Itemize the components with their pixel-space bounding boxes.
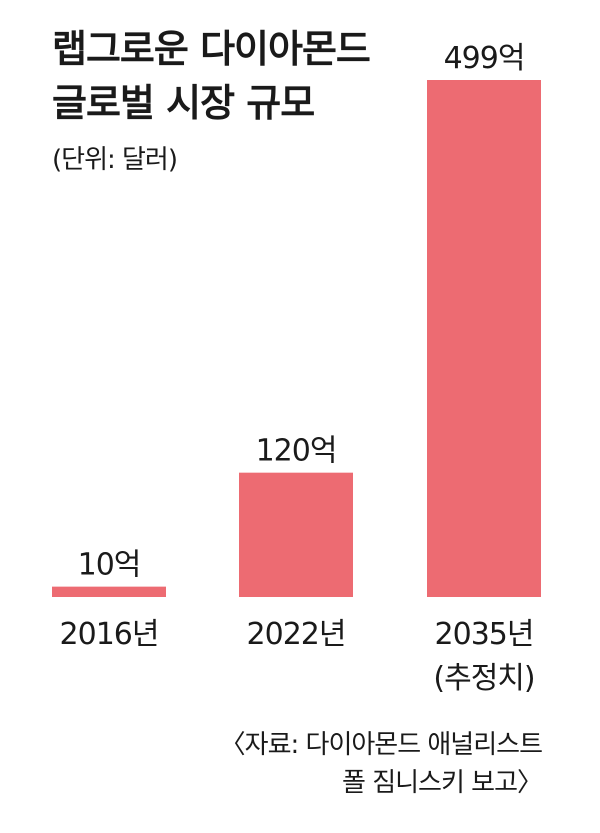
value-label-1: 120억 xyxy=(256,434,337,469)
category-label-0: 2016년 xyxy=(60,617,159,652)
chart-title: 랩그로운 다이아몬드 글로벌 시장 규모 xyxy=(52,22,371,130)
chart-title-line-1: 랩그로운 다이아몬드 xyxy=(52,27,371,71)
value-label-0: 10억 xyxy=(78,548,141,583)
bar-1 xyxy=(239,472,353,597)
source-note: 〈자료: 다이아몬드 애널리스트 폴 짐니스키 보고〉 xyxy=(219,726,543,802)
bar-2 xyxy=(427,80,541,597)
source-line-2: 폴 짐니스키 보고〉 xyxy=(342,768,543,798)
source-line-1: 〈자료: 다이아몬드 애널리스트 xyxy=(219,730,543,760)
category-label-1: 2022년 xyxy=(247,617,346,652)
category-label-2: 2035년 xyxy=(435,617,534,652)
value-label-2: 499억 xyxy=(444,41,525,76)
category-label-2-line-2: (추정치) xyxy=(433,661,534,696)
unit-label: (단위: 달러) xyxy=(52,145,178,175)
chart-title-line-2: 글로벌 시장 규모 xyxy=(52,81,315,125)
bar-0 xyxy=(52,586,166,597)
